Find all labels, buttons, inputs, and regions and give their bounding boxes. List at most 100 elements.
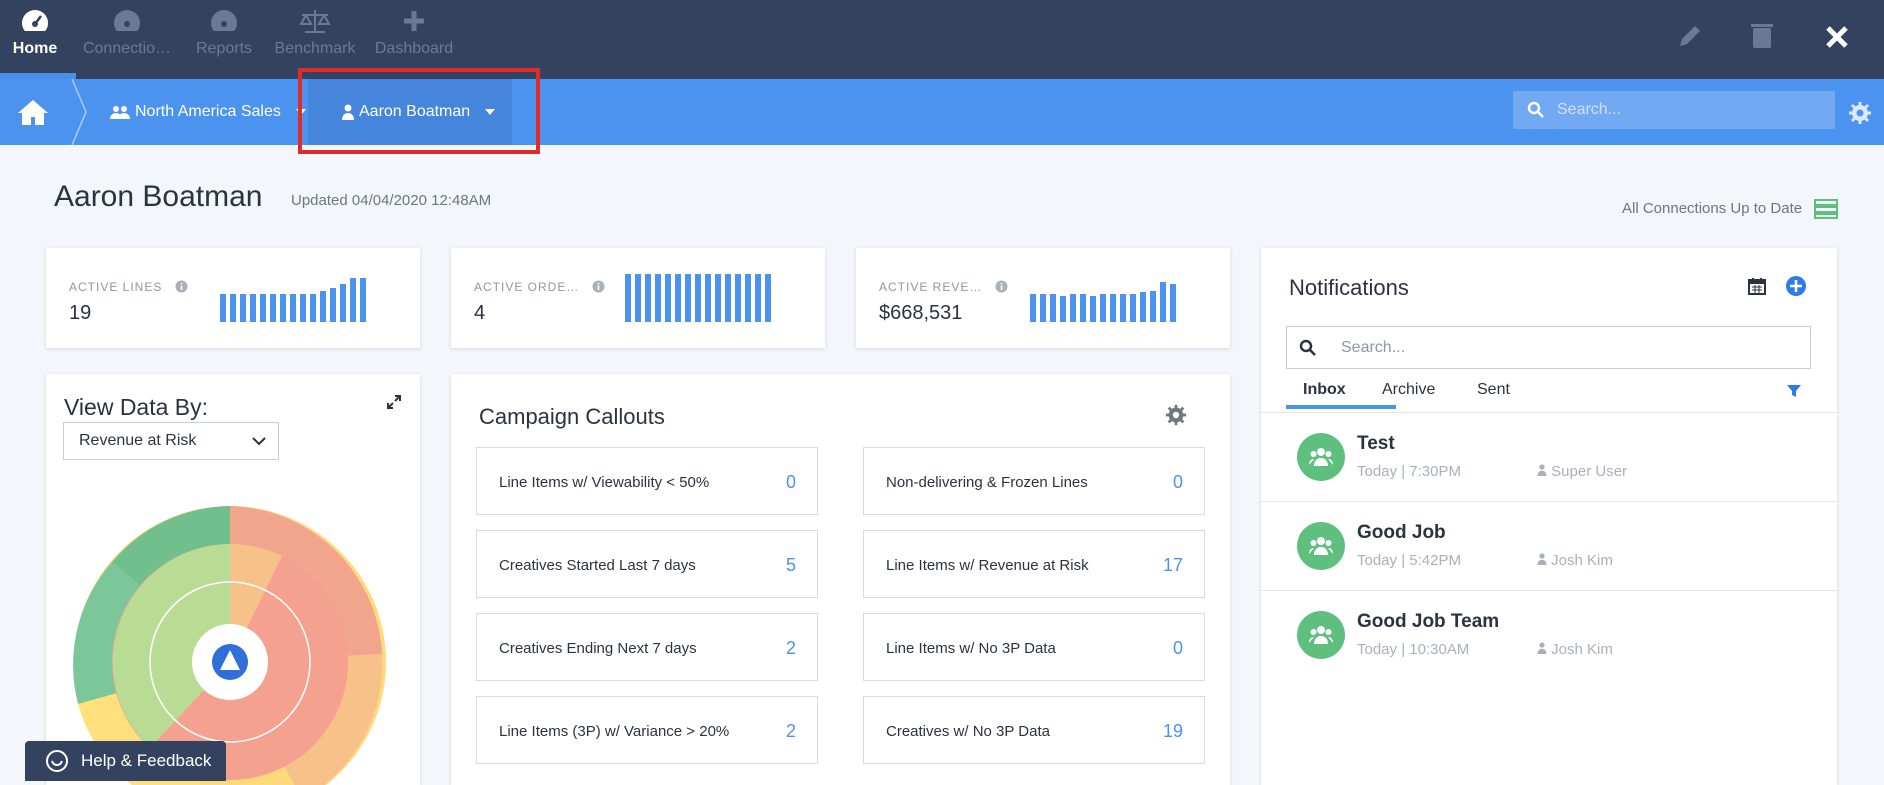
callout-count: 0	[1172, 638, 1183, 658]
settings-button[interactable]	[1848, 101, 1872, 130]
sparkline-bar	[705, 274, 711, 322]
calendar-button[interactable]	[1748, 277, 1766, 300]
sparkline-bar	[330, 288, 336, 322]
nav-dashboard[interactable]: Dashboard	[369, 8, 459, 58]
breadcrumb-separator	[71, 79, 87, 145]
home-icon	[18, 100, 48, 125]
kpi-card-active-orders[interactable]: ACTIVE ORDE… 4	[451, 248, 825, 348]
notification-sender-name: Josh Kim	[1551, 641, 1613, 658]
info-icon	[592, 280, 605, 293]
expand-icon	[387, 395, 401, 409]
tab-inbox[interactable]: Inbox	[1303, 381, 1346, 398]
notification-item[interactable]: Test Today | 7:30PM Super User	[1261, 412, 1837, 501]
sunburst-segment	[112, 544, 230, 748]
callout-item[interactable]: Line Items (3P) w/ Variance > 20% 2	[476, 696, 818, 764]
sparkline-bar	[1050, 294, 1056, 322]
notifications-panel: Notifications Search... Inbox Archive Se…	[1261, 248, 1837, 785]
breadcrumb-team-label: North America Sales	[135, 103, 281, 120]
sparkline-bar	[1130, 294, 1136, 322]
notification-item[interactable]: Good Job Today | 5:42PM Josh Kim	[1261, 501, 1837, 590]
feedback-icon	[46, 750, 68, 772]
sparkline-bar	[1080, 294, 1086, 322]
notification-item[interactable]: Good Job Team Today | 10:30AM Josh Kim	[1261, 590, 1837, 679]
kpi-label: ACTIVE ORDE…	[474, 280, 605, 294]
gear-icon	[1849, 102, 1871, 124]
help-feedback-label: Help & Feedback	[81, 751, 212, 770]
campaign-settings-button[interactable]	[1165, 404, 1187, 431]
callout-item[interactable]: Line Items w/ No 3P Data 0	[863, 613, 1205, 681]
notification-title: Good Job	[1357, 522, 1446, 543]
sunburst-chart[interactable]	[72, 504, 388, 785]
sparkline-bar	[1100, 294, 1106, 322]
callout-item[interactable]: Line Items w/ Revenue at Risk 17	[863, 530, 1205, 598]
server-icon	[1814, 199, 1839, 219]
notifications-search-input[interactable]: Search...	[1286, 326, 1811, 369]
notifications-search-placeholder: Search...	[1341, 339, 1406, 356]
breadcrumb-home[interactable]	[16, 79, 50, 145]
filter-button[interactable]	[1786, 383, 1802, 404]
sparkline-bar	[340, 284, 346, 322]
notification-sender: Josh Kim	[1537, 552, 1613, 569]
view-data-by-value: Revenue at Risk	[79, 432, 197, 449]
user-icon	[1537, 464, 1547, 476]
delete-button[interactable]	[1750, 22, 1774, 55]
global-search-input[interactable]: Search...	[1513, 91, 1835, 129]
sparkline-bar	[645, 274, 651, 322]
sparkline-bar	[1060, 296, 1066, 322]
active-tab-indicator	[1286, 405, 1396, 409]
add-notification-button[interactable]	[1785, 275, 1807, 302]
view-data-by-select[interactable]: Revenue at Risk	[63, 422, 279, 460]
close-button[interactable]	[1824, 24, 1850, 55]
nav-home[interactable]: Home	[0, 8, 80, 58]
search-icon	[1299, 339, 1316, 356]
users-icon	[110, 106, 130, 119]
breadcrumb-user[interactable]: Aaron Boatman	[308, 79, 512, 145]
notification-title: Test	[1357, 433, 1395, 454]
connections-status[interactable]: All Connections Up to Date	[1622, 199, 1839, 219]
sparkline-bar	[1030, 294, 1036, 322]
connections-status-label: All Connections Up to Date	[1622, 199, 1803, 217]
sparkline-bar	[260, 294, 266, 322]
sparkline-bar	[1070, 294, 1076, 322]
kpi-card-active-revenue[interactable]: ACTIVE REVE… $668,531	[856, 248, 1230, 348]
tab-sent[interactable]: Sent	[1477, 381, 1510, 398]
plus-icon	[404, 11, 424, 31]
callout-item[interactable]: Line Items w/ Viewability < 50% 0	[476, 447, 818, 515]
expand-button[interactable]	[386, 394, 402, 415]
avatar	[1297, 433, 1345, 481]
help-feedback-button[interactable]: Help & Feedback	[25, 741, 226, 781]
avatar	[1297, 522, 1345, 570]
notification-sender: Josh Kim	[1537, 641, 1613, 658]
tab-archive[interactable]: Archive	[1382, 381, 1436, 398]
callout-item[interactable]: Creatives Ending Next 7 days 2	[476, 613, 818, 681]
sparkline-bar	[1150, 291, 1156, 322]
highlight-annotation	[298, 68, 540, 154]
callout-item[interactable]: Creatives w/ No 3P Data 19	[863, 696, 1205, 764]
sparkline-bar	[240, 294, 246, 322]
sparkline-bar	[270, 294, 276, 322]
top-navigation: Home Connectio… Reports Benchmark Dashbo…	[0, 0, 1884, 79]
sparkline-bar	[675, 274, 681, 322]
notification-time: Today | 7:30PM	[1357, 463, 1461, 480]
nav-benchmark[interactable]: Benchmark	[270, 8, 360, 58]
sparkline-bar	[685, 274, 691, 322]
sparkline-bar	[625, 274, 631, 322]
kpi-card-active-lines[interactable]: ACTIVE LINES 19	[46, 248, 420, 348]
view-data-by-title: View Data By:	[64, 394, 209, 420]
edit-button[interactable]	[1676, 22, 1702, 55]
global-search-placeholder: Search...	[1557, 101, 1622, 118]
notification-title: Good Job Team	[1357, 611, 1500, 632]
user-icon	[342, 104, 354, 120]
nav-reports[interactable]: Reports	[179, 8, 269, 58]
sparkline-bar	[695, 274, 701, 322]
breadcrumb-team[interactable]: North America Sales	[110, 79, 307, 145]
callout-item[interactable]: Creatives Started Last 7 days 5	[476, 530, 818, 598]
nav-benchmark-label: Benchmark	[274, 40, 356, 57]
group-icon	[1309, 537, 1333, 555]
nav-connections[interactable]: Connectio…	[82, 8, 172, 58]
sparkline-bar	[1170, 284, 1176, 322]
callout-item[interactable]: Non-delivering & Frozen Lines 0	[863, 447, 1205, 515]
kpi-label: ACTIVE REVE…	[879, 280, 1008, 294]
notification-sender-name: Josh Kim	[1551, 552, 1613, 569]
callout-label: Line Items w/ No 3P Data	[886, 640, 1056, 657]
